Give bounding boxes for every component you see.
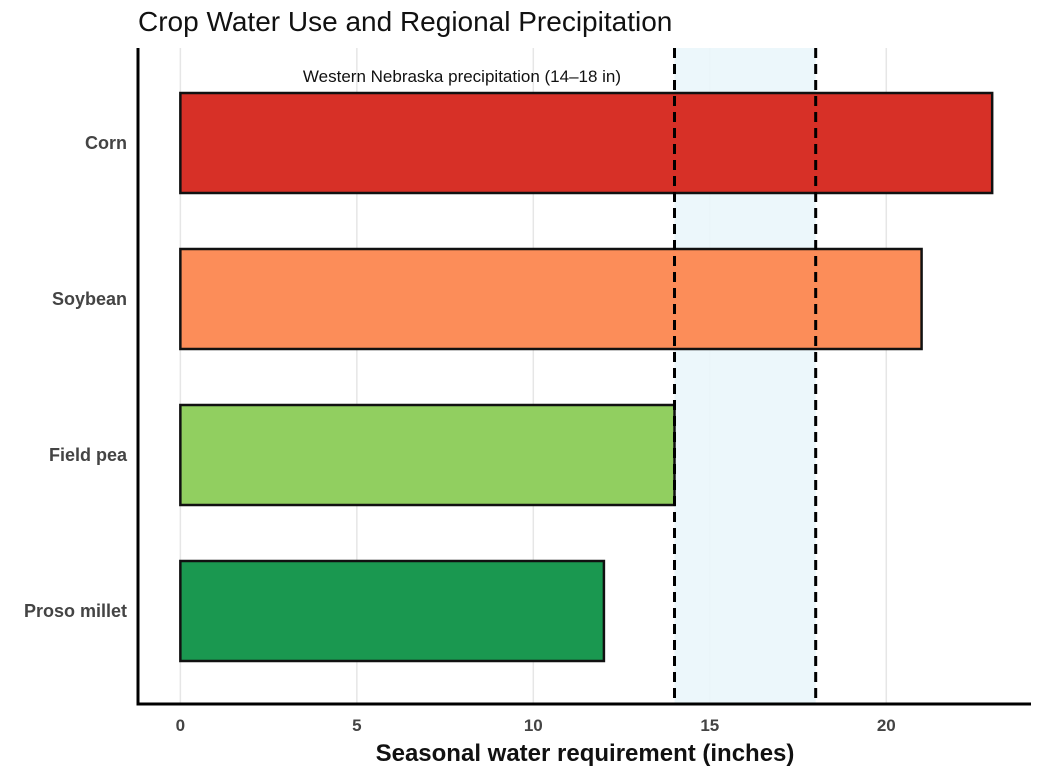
bar-proso-millet: [179, 559, 606, 663]
reference-line-layer: [673, 48, 818, 704]
bar-field-pea: [179, 403, 676, 507]
chart-title: Crop Water Use and Regional Precipitatio…: [138, 6, 672, 37]
bar-soybean: [179, 247, 923, 351]
category-label: Soybean: [52, 289, 127, 309]
x-tick-label: 20: [877, 716, 896, 735]
category-label: Proso millet: [24, 601, 127, 621]
category-label: Corn: [85, 133, 127, 153]
precip-band-label: Western Nebraska precipitation (14–18 in…: [303, 67, 621, 86]
category-label: Field pea: [49, 445, 128, 465]
x-tick-label: 15: [700, 716, 719, 735]
bar-corn: [179, 91, 994, 195]
axis-layer: Corn Soybean Field pea Proso millet 0 5 10 15 20: [24, 48, 1031, 735]
x-axis-title: Seasonal water requirement (inches): [376, 740, 795, 767]
x-tick-label: 10: [524, 716, 543, 735]
x-tick-label: 5: [352, 716, 361, 735]
x-tick-label: 0: [176, 716, 185, 735]
bar-layer: [179, 91, 994, 663]
